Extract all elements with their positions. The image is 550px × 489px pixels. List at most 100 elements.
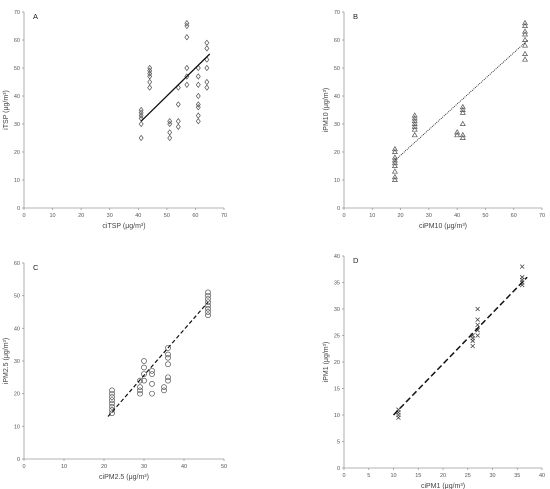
y-tick-label: 40	[14, 326, 20, 332]
x-axis-label: ciPM10 (μg/m³)	[419, 223, 467, 230]
x-tick-label: 60	[192, 213, 198, 219]
trend-line	[394, 39, 529, 161]
x-tick-label: 15	[415, 473, 421, 479]
x-tick-label: 25	[465, 473, 471, 479]
x-tick-label: 10	[61, 464, 67, 470]
data-point	[109, 387, 115, 394]
data-point	[204, 45, 210, 52]
data-point	[195, 81, 201, 88]
data-point	[470, 343, 475, 349]
data-point	[137, 387, 143, 394]
data-point	[165, 354, 171, 361]
x-tick-label: 0	[22, 464, 25, 470]
data-point	[138, 106, 144, 114]
data-point	[175, 123, 181, 130]
y-tick-label: 70	[334, 10, 340, 16]
y-tick-label: 30	[334, 307, 340, 313]
x-tick-label: 30	[107, 213, 113, 219]
data-point	[137, 390, 143, 397]
y-tick-label: 35	[334, 281, 340, 287]
data-point	[522, 19, 529, 26]
data-point	[167, 129, 173, 136]
data-point	[205, 296, 211, 302]
panel-label: B	[353, 12, 358, 21]
data-point	[459, 109, 466, 115]
data-point	[138, 134, 144, 142]
data-point	[141, 377, 147, 384]
data-point	[165, 377, 171, 384]
data-point	[138, 112, 144, 119]
x-tick-label: 70	[221, 213, 227, 219]
data-point	[109, 394, 115, 400]
data-point	[184, 64, 190, 72]
data-point	[411, 120, 418, 126]
data-point	[138, 120, 144, 128]
data-point	[459, 103, 466, 110]
data-point	[411, 123, 418, 129]
data-point	[195, 104, 201, 111]
y-tick-label: 10	[334, 413, 340, 419]
data-point	[149, 367, 155, 374]
x-tick-label: 40	[181, 464, 187, 470]
data-point	[411, 126, 418, 132]
data-point	[205, 292, 211, 299]
data-point	[454, 131, 461, 138]
x-tick-label: 0	[342, 473, 345, 479]
data-point	[411, 117, 418, 124]
x-tick-label: 10	[390, 473, 396, 479]
data-point	[167, 120, 173, 128]
y-tick-label: 60	[334, 38, 340, 44]
data-point	[165, 345, 171, 351]
data-point	[165, 361, 171, 368]
data-point	[141, 358, 147, 364]
data-point	[161, 387, 167, 394]
x-tick-label: 20	[78, 213, 84, 219]
data-point	[167, 118, 173, 125]
data-point	[475, 322, 480, 328]
y-tick-label: 10	[14, 424, 20, 430]
x-tick-label: 20	[101, 464, 107, 470]
data-point	[411, 115, 418, 121]
data-point	[205, 309, 211, 315]
y-tick-label: 20	[334, 150, 340, 156]
data-point	[195, 73, 201, 80]
data-point	[147, 67, 153, 74]
y-tick-label: 40	[334, 254, 340, 260]
y-tick-label: 0	[17, 206, 20, 212]
data-point	[522, 31, 529, 37]
data-point	[391, 145, 398, 152]
y-tick-label: 25	[334, 334, 340, 340]
panel-label: D	[353, 256, 359, 265]
data-point	[149, 371, 155, 377]
x-tick-label: 50	[221, 464, 227, 470]
y-tick-label: 0	[337, 206, 340, 212]
data-point	[184, 22, 190, 30]
x-tick-label: 10	[369, 213, 375, 219]
data-point	[149, 381, 155, 387]
x-axis-label: ciPM2.5 (μg/m³)	[99, 474, 149, 481]
data-point	[195, 92, 201, 100]
data-point	[109, 397, 115, 404]
y-tick-label: 20	[14, 150, 20, 156]
data-point	[522, 36, 529, 42]
x-axis-label: ciPM1 (μg/m³)	[421, 483, 465, 489]
y-tick-label: 20	[14, 392, 20, 398]
x-tick-label: 40	[539, 473, 545, 479]
data-point	[109, 400, 115, 407]
data-point	[147, 84, 153, 91]
data-point	[205, 312, 211, 319]
data-point	[459, 131, 466, 138]
data-point	[109, 403, 115, 410]
data-point	[391, 148, 398, 154]
data-point	[147, 78, 153, 86]
data-point	[391, 157, 398, 163]
data-point	[184, 81, 190, 88]
panel-label: C	[33, 263, 39, 272]
data-point	[454, 129, 461, 135]
y-axis-label: iTSP (μg/m³)	[3, 90, 10, 130]
x-tick-label: 50	[482, 213, 488, 219]
data-point	[205, 299, 211, 306]
